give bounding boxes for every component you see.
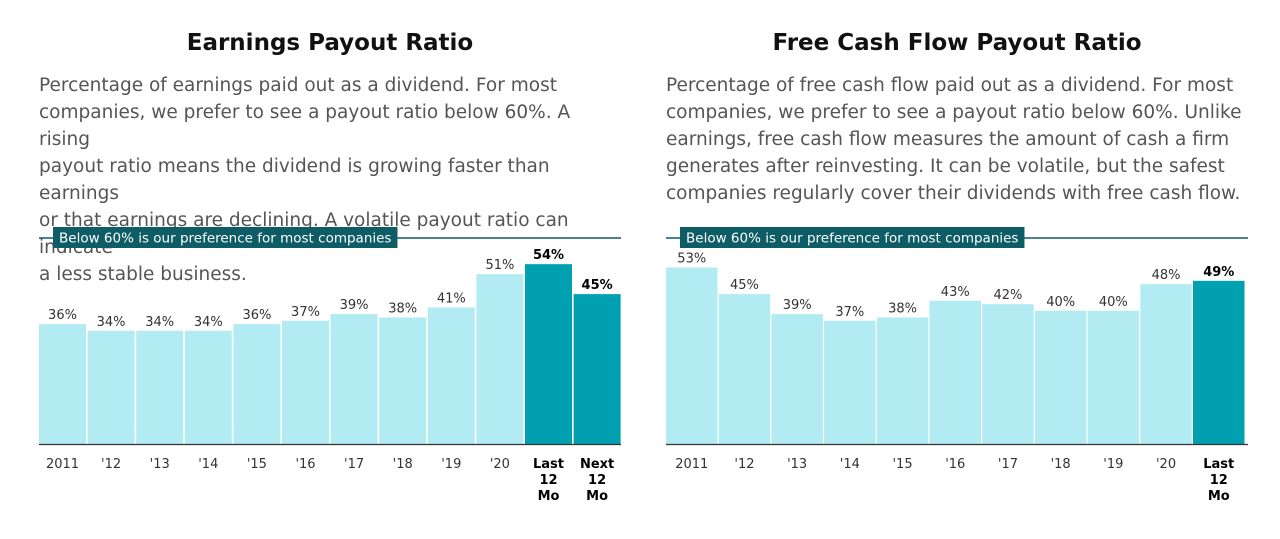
value-label-4: 36%: [242, 308, 271, 323]
bar-6: [982, 304, 1034, 444]
earnings-payout-panel: Earnings Payout Ratio Percentage of earn…: [39, 0, 621, 539]
value-label-6: 39%: [340, 298, 369, 313]
bar-2: [136, 330, 184, 444]
tick-label-4: '15: [892, 457, 912, 472]
tick-label-11: Next 12 Mo: [580, 457, 614, 504]
tick-label-3: '14: [840, 457, 860, 472]
tick-label-9: '20: [1156, 457, 1176, 472]
tick-label-0: 2011: [46, 457, 79, 472]
fcf-payout-chart: 53% 2011 45% '12 39% '13 37% '14 38% '15 43% '16 42%…: [666, 227, 1248, 504]
bar-4: [233, 324, 281, 444]
tick-label-10: Last 12 Mo: [1203, 457, 1234, 504]
fcf-chart-description: Percentage of free cash flow paid out as…: [666, 75, 1242, 204]
svg-text:Below 60% is our preference fo: Below 60% is our preference for most com…: [686, 231, 1018, 247]
tick-label-7: '18: [1051, 457, 1071, 472]
tick-label-7: '18: [393, 457, 413, 472]
bar-7: [379, 317, 427, 444]
earnings-chart-title: Earnings Payout Ratio: [186, 30, 474, 56]
tick-label-0: 2011: [675, 457, 708, 472]
bar-1: [87, 330, 135, 444]
bar-5: [282, 320, 329, 444]
tick-label-10: Last 12 Mo: [533, 457, 564, 504]
bar-9: [1140, 284, 1192, 444]
bar-2: [771, 314, 823, 444]
value-label-9: 48%: [1152, 268, 1181, 283]
bar-7: [1034, 310, 1087, 444]
value-label-6: 42%: [993, 288, 1022, 303]
bar-11: [573, 294, 621, 444]
tick-label-5: '16: [945, 457, 965, 472]
tick-label-5: '16: [295, 457, 315, 472]
bar-0: [39, 324, 86, 444]
value-label-2: 34%: [145, 315, 174, 330]
bar-8: [427, 307, 475, 444]
tick-label-1: '12: [734, 457, 754, 472]
value-label-10: 54%: [533, 248, 564, 263]
tick-label-3: '14: [198, 457, 218, 472]
tick-label-2: '13: [787, 457, 807, 472]
value-label-5: 37%: [291, 305, 320, 320]
reference-label: Below 60% is our preference for most com…: [680, 227, 1025, 248]
tick-label-9: '20: [490, 457, 510, 472]
tick-label-6: '17: [998, 457, 1018, 472]
value-label-7: 40%: [1046, 295, 1075, 310]
tick-label-2: '13: [150, 457, 170, 472]
value-label-2: 39%: [783, 298, 812, 313]
bar-4: [876, 317, 929, 444]
bar-1: [718, 294, 771, 444]
fcf-payout-panel: Free Cash Flow Payout Ratio Percentage o…: [666, 0, 1248, 539]
bar-10: [525, 264, 572, 444]
tick-label-6: '17: [344, 457, 364, 472]
value-label-0: 36%: [48, 308, 77, 323]
bar-9: [476, 274, 524, 444]
reference-label: Below 60% is our preference for most com…: [53, 227, 398, 248]
bar-6: [330, 314, 378, 444]
value-label-8: 41%: [437, 291, 466, 306]
value-label-1: 45%: [730, 278, 759, 293]
tick-label-4: '15: [247, 457, 267, 472]
tick-label-8: '19: [1103, 457, 1123, 472]
bar-8: [1087, 310, 1140, 444]
bar-10: [1193, 280, 1245, 444]
bar-5: [929, 300, 981, 444]
value-label-8: 40%: [1099, 295, 1128, 310]
value-label-4: 38%: [888, 301, 917, 316]
value-label-11: 45%: [582, 278, 613, 293]
fcf-chart-title: Free Cash Flow Payout Ratio: [772, 30, 1142, 56]
value-label-10: 49%: [1203, 265, 1234, 280]
bar-3: [184, 330, 232, 444]
value-label-5: 43%: [941, 285, 970, 300]
tick-label-8: '19: [441, 457, 461, 472]
bar-3: [824, 320, 876, 444]
value-label-3: 34%: [194, 315, 223, 330]
value-label-3: 37%: [835, 305, 864, 320]
bar-0: [666, 267, 718, 444]
earnings-chart-description: Percentage of earnings paid out as a div…: [39, 75, 571, 285]
value-label-0: 53%: [677, 251, 706, 266]
svg-text:Below 60% is our preference fo: Below 60% is our preference for most com…: [59, 231, 391, 247]
value-label-9: 51%: [485, 258, 514, 273]
value-label-7: 38%: [388, 301, 417, 316]
tick-label-1: '12: [101, 457, 121, 472]
value-label-1: 34%: [97, 315, 126, 330]
earnings-payout-chart: 36% 2011 34% '12 34% '13 34% '14 36% '15 37% '16 39%…: [39, 227, 621, 504]
